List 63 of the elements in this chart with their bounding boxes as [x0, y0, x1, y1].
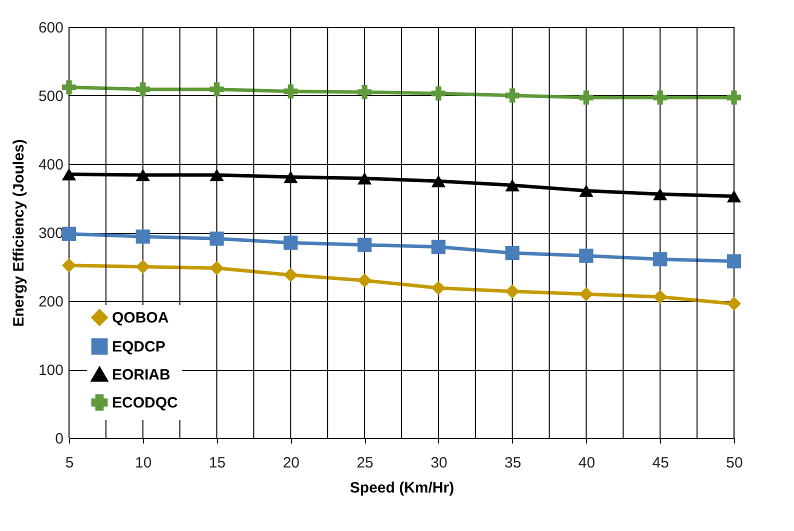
y-tick-label: 600 — [38, 20, 64, 36]
point — [210, 232, 224, 246]
point — [357, 172, 372, 185]
point — [136, 82, 150, 96]
point — [431, 280, 446, 296]
point — [284, 236, 298, 250]
point — [62, 168, 76, 180]
point — [726, 296, 742, 311]
x-tick-label: 10 — [135, 454, 152, 472]
y-tick-label: 500 — [38, 88, 64, 105]
point — [210, 168, 224, 182]
point — [505, 284, 520, 298]
x-tick-label: 30 — [430, 454, 448, 472]
point — [284, 84, 298, 98]
point — [505, 179, 520, 192]
x-tick-label: 20 — [282, 454, 300, 472]
point — [726, 254, 742, 268]
point — [579, 287, 594, 302]
legend-label: EORIAB — [112, 366, 171, 384]
legend-label: ECODQC — [112, 394, 178, 412]
point — [431, 86, 446, 101]
point — [284, 268, 298, 282]
point — [431, 240, 446, 254]
point — [357, 273, 372, 288]
point — [136, 168, 150, 182]
y-tick-label: 300 — [38, 225, 64, 242]
point — [653, 188, 668, 200]
point — [357, 85, 372, 100]
point — [136, 260, 150, 274]
point — [653, 290, 668, 304]
point — [62, 258, 76, 272]
x-tick-label: 5 — [65, 454, 74, 472]
x-tick-label: 25 — [356, 454, 374, 472]
point — [210, 82, 224, 96]
point — [726, 190, 742, 202]
point — [653, 252, 668, 266]
x-tick-label: 15 — [208, 454, 226, 472]
x-tick-label: 35 — [504, 454, 522, 472]
point — [284, 170, 298, 184]
x-tick-label: 45 — [652, 454, 669, 472]
point — [505, 88, 520, 103]
point — [653, 90, 668, 105]
legend-label: EQDCP — [112, 338, 166, 356]
x-tick-label: 50 — [726, 454, 743, 472]
point — [579, 184, 594, 197]
x-axis-title: Speed (Km/Hr) — [350, 480, 454, 496]
x-tick-label: 40 — [578, 454, 596, 472]
y-axis-title: Energy Efficiency (Joules) — [10, 139, 28, 327]
point — [357, 238, 372, 252]
point — [505, 246, 520, 260]
point — [579, 248, 594, 263]
point — [210, 261, 224, 276]
legend-label: QOBOA — [112, 310, 169, 326]
y-tick-label: 200 — [38, 294, 64, 310]
point — [62, 80, 76, 94]
point — [726, 90, 742, 105]
point — [62, 226, 76, 241]
point — [136, 230, 150, 244]
y-tick-label: 400 — [38, 156, 64, 174]
point — [431, 175, 446, 188]
y-tick-label: 100 — [38, 362, 64, 379]
y-tick-label: 0 — [55, 430, 64, 448]
point — [579, 90, 594, 105]
